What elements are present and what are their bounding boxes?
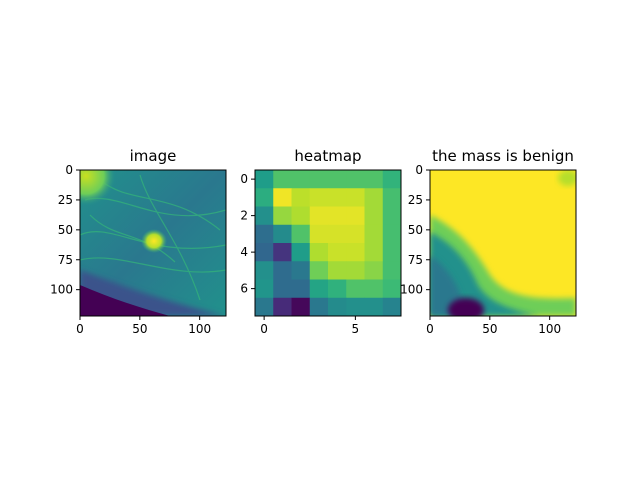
heatmap-cell	[273, 297, 292, 317]
y-tick-label: 0	[415, 163, 423, 177]
heatmap-cell	[255, 297, 274, 317]
heatmap-cell	[291, 243, 311, 262]
heatmap-cell	[309, 170, 329, 189]
panel-heatmap: heatmap 0 5 0 2 4 6	[240, 147, 402, 336]
heatmap-cell	[364, 224, 384, 244]
heatmap-cell	[328, 297, 347, 317]
x-tick-label: 100	[188, 322, 211, 336]
heatmap-cell	[291, 279, 311, 299]
y-tick-label: 4	[240, 245, 248, 259]
heatmap-cell	[273, 188, 292, 207]
heatmap-cell	[346, 224, 365, 244]
heatmap-cell	[291, 224, 311, 244]
heatmap-cell	[382, 224, 402, 244]
heatmap-cell	[255, 170, 274, 189]
heatmap-cell	[309, 261, 329, 280]
heatmap-cell	[328, 243, 347, 262]
y-tick-label: 25	[408, 193, 423, 207]
heatmap-cell	[346, 279, 365, 299]
x-tick-label: 50	[482, 322, 497, 336]
x-tick-label: 0	[260, 322, 268, 336]
heatmap-cell	[346, 297, 365, 317]
heatmap-cell	[346, 188, 365, 207]
heatmap-cell	[382, 206, 402, 226]
heatmap-cell	[364, 170, 384, 189]
heatmap-cell	[291, 206, 311, 226]
heatmap-cell	[346, 206, 365, 226]
panel-image-title: image	[130, 147, 177, 165]
heatmap-cell	[364, 188, 384, 207]
panel-benign-title: the mass is benign	[432, 147, 574, 165]
heatmap-cell	[309, 206, 329, 226]
panel-heatmap-title: heatmap	[294, 147, 361, 165]
heatmap-cell	[328, 279, 347, 299]
image-raster	[80, 170, 226, 316]
heatmap-cell	[255, 261, 274, 280]
heatmap-cell	[273, 279, 292, 299]
heatmap-cell	[255, 224, 274, 244]
y-tick-label: 2	[240, 209, 248, 223]
heatmap-cell	[291, 188, 311, 207]
heatmap-cell	[273, 261, 292, 280]
heatmap-cell	[382, 170, 402, 189]
y-tick-label: 100	[50, 283, 73, 297]
heatmap-cell	[346, 261, 365, 280]
heatmap-cell	[273, 243, 292, 262]
panel-benign: the mass is benign 0 50 100 0 25 50 75 100	[400, 147, 577, 336]
heatmap-cell	[364, 206, 384, 226]
heatmap-cell	[309, 243, 329, 262]
heatmap-cell	[291, 170, 311, 189]
heatmap-cell	[346, 243, 365, 262]
heatmap-cell	[328, 188, 347, 207]
y-tick-label: 100	[400, 283, 423, 297]
x-tick-label: 100	[538, 322, 561, 336]
y-tick-label: 25	[58, 193, 73, 207]
heatmap-cell	[273, 170, 292, 189]
heatmap-cells	[255, 170, 402, 317]
heatmap-cell	[382, 188, 402, 207]
y-tick-label: 0	[65, 163, 73, 177]
heatmap-cell	[309, 224, 329, 244]
x-tick-label: 5	[352, 322, 360, 336]
heatmap-cell	[255, 188, 274, 207]
heatmap-cell	[255, 206, 274, 226]
heatmap-cell	[328, 170, 347, 189]
heatmap-cell	[273, 206, 292, 226]
heatmap-cell	[382, 279, 402, 299]
heatmap-cell	[291, 261, 311, 280]
heatmap-cell	[273, 224, 292, 244]
y-tick-label: 50	[408, 223, 423, 237]
y-tick-label: 75	[408, 253, 423, 267]
benign-raster	[430, 170, 576, 316]
heatmap-cell	[255, 243, 274, 262]
heatmap-cell	[328, 206, 347, 226]
y-tick-label: 6	[240, 282, 248, 296]
x-tick-label: 0	[426, 322, 434, 336]
heatmap-cell	[328, 261, 347, 280]
heatmap-cell	[309, 188, 329, 207]
heatmap-cell	[291, 297, 311, 317]
heatmap-cell	[309, 279, 329, 299]
heatmap-cell	[309, 297, 329, 317]
heatmap-cell	[255, 279, 274, 299]
heatmap-cell	[328, 224, 347, 244]
heatmap-cell	[346, 170, 365, 189]
heatmap-cell	[364, 279, 384, 299]
heatmap-cell	[382, 243, 402, 262]
panel-image: image 0 50 100 0 25 50 75 100	[50, 147, 227, 336]
heatmap-cell	[382, 261, 402, 280]
heatmap-cell	[364, 243, 384, 262]
y-tick-label: 50	[58, 223, 73, 237]
x-tick-label: 0	[76, 322, 84, 336]
y-tick-label: 75	[58, 253, 73, 267]
heatmap-cell	[364, 261, 384, 280]
y-tick-label: 0	[240, 172, 248, 186]
x-tick-label: 50	[132, 322, 147, 336]
heatmap-cell	[364, 297, 384, 317]
heatmap-cell	[382, 297, 402, 317]
